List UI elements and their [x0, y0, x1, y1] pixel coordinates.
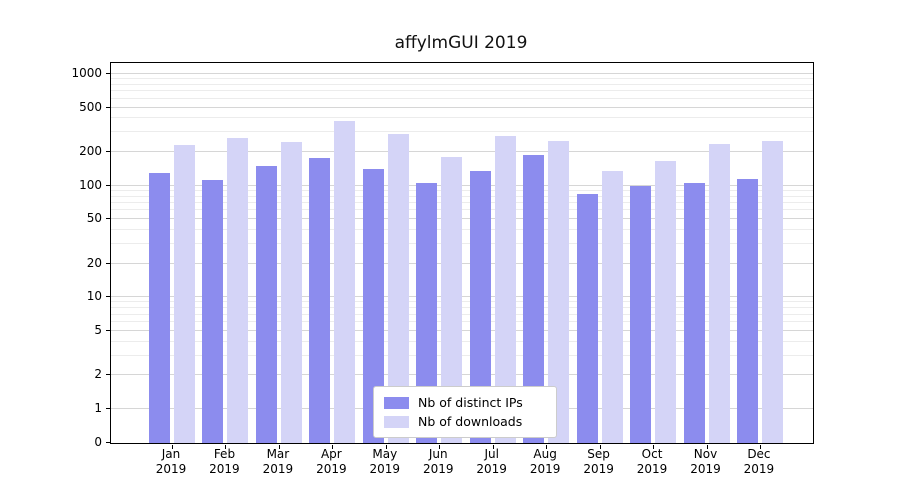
x-tick	[439, 445, 441, 449]
bar-downloads-apr	[334, 120, 356, 443]
y-axis-label: 5	[94, 322, 102, 337]
gridline-major	[111, 106, 813, 108]
chart-title: affylmGUI 2019	[394, 33, 528, 53]
y-tick	[106, 262, 110, 264]
y-tick	[106, 442, 110, 443]
legend: Nb of distinct IPs Nb of downloads	[373, 386, 557, 438]
bar-downloads-dec	[761, 141, 783, 443]
x-tick	[172, 445, 173, 449]
bar-ips-feb	[202, 179, 224, 443]
legend-item-distinct-ips: Nb of distinct IPs	[384, 393, 546, 412]
y-axis-label: 0	[94, 435, 102, 449]
y-axis-label: 50	[86, 211, 102, 226]
y-tick	[106, 218, 110, 220]
gridline-major	[111, 73, 813, 74]
y-axis-label: 100	[79, 177, 102, 192]
x-tick	[225, 445, 227, 449]
x-tick	[385, 445, 387, 449]
legend-label-downloads: Nb of downloads	[418, 414, 523, 429]
y-axis-label: 1	[94, 401, 102, 415]
gridline-minor	[111, 83, 813, 85]
bar-ips-may	[362, 169, 384, 443]
bar-downloads-aug	[548, 141, 570, 443]
legend-swatch-distinct-ips	[384, 396, 409, 409]
gridline-major	[111, 151, 813, 153]
gridline-minor	[111, 78, 813, 80]
y-tick	[106, 408, 110, 409]
gridline-minor	[111, 90, 813, 92]
plot-area: Nb of distinct IPs Nb of downloads	[106, 62, 814, 449]
y-axis-label: 2	[94, 367, 102, 382]
y-tick	[106, 151, 110, 153]
y-tick	[106, 73, 110, 74]
bar-ips-jan	[149, 172, 170, 443]
bar-ips-mar	[255, 166, 277, 443]
bar-downloads-oct	[655, 161, 677, 443]
gridline-minor	[111, 117, 813, 119]
x-tick	[653, 445, 655, 449]
bar-ips-jul	[469, 171, 491, 443]
y-tick	[106, 106, 110, 108]
bar-downloads-mar	[280, 141, 302, 443]
bar-ips-apr	[309, 158, 331, 443]
y-tick	[106, 329, 110, 331]
x-tick	[599, 445, 601, 449]
x-axis-label: Dec 2019	[743, 447, 775, 476]
x-axis-label: Jan 2019	[155, 447, 187, 476]
bar-ips-jun	[416, 182, 438, 443]
y-axis-label: 10	[86, 289, 102, 304]
x-axis-label: Nov 2019	[690, 447, 721, 476]
y-axis-label: 200	[79, 144, 102, 159]
x-axis-label: Jul 2019	[476, 447, 507, 476]
x-tick	[759, 445, 761, 449]
x-axis-label: Oct 2019	[636, 447, 668, 476]
y-tick	[106, 184, 110, 186]
bar-downloads-jan	[174, 145, 195, 443]
x-axis-label: Sep 2019	[583, 447, 614, 476]
x-axis-label: Aug 2019	[529, 447, 561, 476]
y-axis-label: 20	[86, 255, 102, 270]
x-axis-label: Mar 2019	[262, 447, 294, 476]
y-tick	[106, 296, 110, 298]
x-axis-label: May 2019	[369, 447, 401, 476]
legend-label-distinct-ips: Nb of distinct IPs	[418, 395, 523, 410]
gridline-minor	[111, 131, 813, 133]
bar-ips-dec	[736, 179, 758, 443]
bar-ips-oct	[630, 185, 652, 443]
bar-downloads-jun	[441, 157, 463, 443]
bar-downloads-sep	[601, 171, 623, 443]
legend-swatch-downloads	[384, 415, 409, 428]
x-tick	[546, 445, 548, 449]
gridline-minor	[111, 97, 813, 99]
bar-downloads-jul	[494, 136, 516, 443]
y-axis: 0 1 2 5 10 20 50 100 200 500 1000	[0, 62, 102, 449]
bar-ips-sep	[576, 193, 598, 443]
y-tick	[106, 374, 110, 376]
x-tick	[492, 445, 494, 449]
bar-ips-nov	[683, 182, 705, 443]
x-tick	[706, 445, 708, 449]
bar-downloads-nov	[708, 144, 730, 443]
bar-ips-aug	[523, 155, 545, 443]
legend-item-downloads: Nb of downloads	[384, 412, 546, 431]
bar-downloads-may	[387, 134, 409, 443]
x-axis-label: Feb 2019	[209, 447, 240, 476]
x-axis: Jan 2019 Feb 2019 Mar 2019 Apr 2019 May 2019 Jun 20…	[110, 447, 812, 483]
y-axis-label: 1000	[71, 66, 102, 80]
bar-downloads-feb	[227, 137, 249, 443]
x-axis-label: Jun 2019	[422, 447, 454, 476]
x-tick	[332, 445, 334, 449]
x-tick	[278, 445, 280, 449]
y-axis-label: 500	[79, 99, 102, 114]
x-axis-label: Apr 2019	[316, 447, 347, 476]
